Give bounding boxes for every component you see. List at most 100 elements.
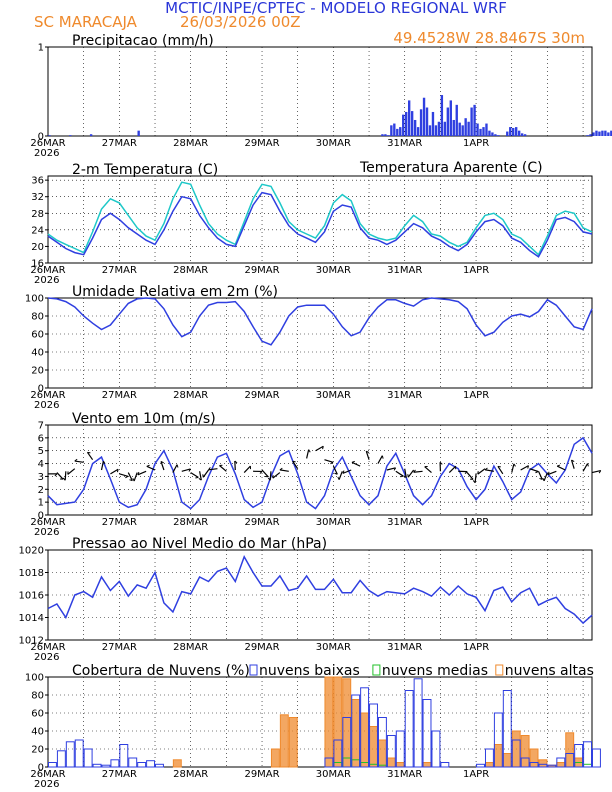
x-tick-label: 30MAR <box>316 390 351 401</box>
wind-barb <box>62 477 66 481</box>
wind-barb <box>351 460 355 463</box>
precip-bar <box>512 127 515 136</box>
wind-barb <box>407 469 415 478</box>
cloud-bar-low <box>155 763 164 768</box>
x-tick-label: 26MAR <box>30 138 65 149</box>
precip-bar <box>592 132 595 136</box>
wind-barb <box>137 470 147 476</box>
wind-barb <box>587 463 589 467</box>
precip-bar <box>473 104 476 136</box>
x-year-label: 2026 <box>34 400 59 411</box>
cloud-bar-high <box>538 759 548 768</box>
wind-barb <box>116 469 119 473</box>
precip-bar <box>390 125 393 136</box>
cloud-bar-low <box>511 739 521 768</box>
x-tick-label: 27MAR <box>102 769 137 780</box>
y-tick-label: 28 <box>31 209 44 220</box>
precip-bar <box>434 125 438 136</box>
x-tick-label: 27MAR <box>102 642 137 653</box>
wind-barb <box>172 464 178 473</box>
wind-barb <box>547 471 550 475</box>
wind-barb <box>188 468 191 472</box>
x-tick-label: 26MAR <box>30 517 65 528</box>
precip-bar <box>405 111 408 136</box>
y-tick-label: 0 <box>38 132 44 143</box>
wind-barb <box>338 471 343 480</box>
y-tick-label: 16 <box>31 259 44 270</box>
wind-barb <box>556 464 561 467</box>
wind-barb <box>513 463 516 467</box>
x-tick-label: 27MAR <box>102 265 137 276</box>
cloud-bar-high <box>360 712 370 768</box>
precip-bar <box>69 135 72 136</box>
y-tick-label: 4 <box>38 459 44 470</box>
cloud-bar-high <box>565 732 575 768</box>
pressure-line <box>47 555 593 625</box>
wind-barb <box>199 471 202 481</box>
wind-barb <box>535 471 539 474</box>
cloud-bar-low <box>574 744 584 768</box>
wind-barb <box>582 463 589 472</box>
wind-barb <box>269 471 272 481</box>
precip-bar <box>497 135 500 136</box>
cloud-bar-low <box>48 762 57 768</box>
cloud-bar-low <box>360 687 370 768</box>
legend-swatch <box>495 664 504 676</box>
precip-bar <box>89 134 93 136</box>
wind-barb <box>67 468 76 475</box>
wind-barb <box>86 451 94 461</box>
y-tick-label: 1 <box>38 43 44 54</box>
precip-bar <box>431 111 435 136</box>
wind-barb <box>279 469 289 472</box>
cloud-bar-low <box>538 763 548 768</box>
y-tick-label: 0 <box>38 763 44 774</box>
cloud-bar-high <box>324 676 334 768</box>
panel-frame <box>47 175 593 264</box>
cloud-bar-low <box>592 748 601 768</box>
wind-barb <box>464 471 468 475</box>
wind-barb <box>413 470 423 473</box>
wind-barb <box>176 464 179 468</box>
cloud-bar-low <box>137 762 147 768</box>
wind-barb <box>56 472 64 480</box>
wind-barb <box>365 450 370 460</box>
x-tick-label: 31MAR <box>387 265 422 276</box>
wind-barb <box>198 478 202 481</box>
cloud-bar-low <box>547 764 557 768</box>
cloud-bar-low <box>520 757 530 768</box>
x-tick-label: 29MAR <box>244 138 279 149</box>
x-tick-label: 30MAR <box>316 517 351 528</box>
y-tick-label: 1018 <box>19 568 44 579</box>
wind-barb <box>484 467 488 471</box>
y-tick-label: 6 <box>38 433 44 444</box>
precip-bar <box>440 95 444 136</box>
y-tick-label: 1012 <box>19 636 44 647</box>
wind-barb <box>190 472 199 478</box>
precip-bar <box>419 109 423 136</box>
wind-barb <box>272 472 281 479</box>
wind-barb <box>334 472 338 475</box>
cloud-bar-high <box>520 735 530 768</box>
cloud-bar-low <box>74 739 84 768</box>
cloud-bar-low <box>440 762 450 768</box>
y-tick-label: 2 <box>38 485 44 496</box>
wind-barb <box>146 464 150 467</box>
wind-barb <box>202 469 210 478</box>
cloud-bar-low <box>324 757 334 768</box>
x-tick-label: 27MAR <box>102 138 137 149</box>
wind-barb <box>474 473 477 483</box>
wind-barb <box>520 465 529 471</box>
wind-barb <box>342 470 345 474</box>
cloud-bar-low <box>369 703 378 768</box>
y-tick-label: 40 <box>31 727 44 738</box>
wind-barb <box>74 460 84 463</box>
precip-bar <box>589 134 592 136</box>
cloud-bar-high <box>369 726 378 768</box>
legend-label: nuvens altas <box>505 663 594 679</box>
wind-barb <box>413 469 416 473</box>
cloud-bar-high <box>279 714 289 768</box>
cloud-bar-low <box>110 759 120 768</box>
wind-barb <box>306 449 310 459</box>
precip-bar <box>407 100 411 136</box>
